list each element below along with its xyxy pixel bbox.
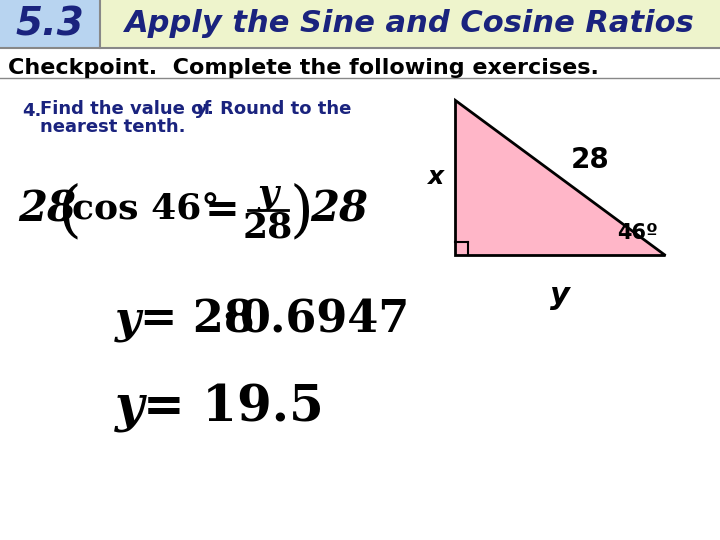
Text: = 19.5: = 19.5 [143,383,324,433]
Text: =: = [205,189,240,231]
Text: y: y [115,299,141,341]
Polygon shape [455,100,665,255]
Text: 4.: 4. [22,102,41,120]
Text: 28: 28 [243,211,293,245]
Text: y: y [115,383,144,433]
Text: = 28: = 28 [140,299,255,341]
Text: ⋅: ⋅ [220,296,238,340]
Text: . Round to the: . Round to the [207,100,351,118]
Text: y: y [550,281,570,310]
Text: 28: 28 [310,189,368,231]
Text: Find the value of: Find the value of [40,100,217,118]
Text: nearest tenth.: nearest tenth. [40,118,186,136]
Text: 28: 28 [18,189,76,231]
Text: 28: 28 [571,145,609,173]
Text: y: y [258,177,279,211]
FancyBboxPatch shape [100,0,720,48]
Text: Checkpoint.  Complete the following exercises.: Checkpoint. Complete the following exerc… [8,58,599,78]
Text: 0.6947: 0.6947 [240,299,410,341]
Text: 46º: 46º [617,223,658,243]
Text: Apply the Sine and Cosine Ratios: Apply the Sine and Cosine Ratios [125,10,695,38]
Text: (: ( [57,182,81,242]
Text: cos 46°: cos 46° [72,193,220,227]
Text: y: y [196,100,208,118]
Text: ): ) [290,182,314,242]
Text: 5.3: 5.3 [16,5,84,43]
FancyBboxPatch shape [0,0,100,48]
Text: x: x [427,165,443,190]
